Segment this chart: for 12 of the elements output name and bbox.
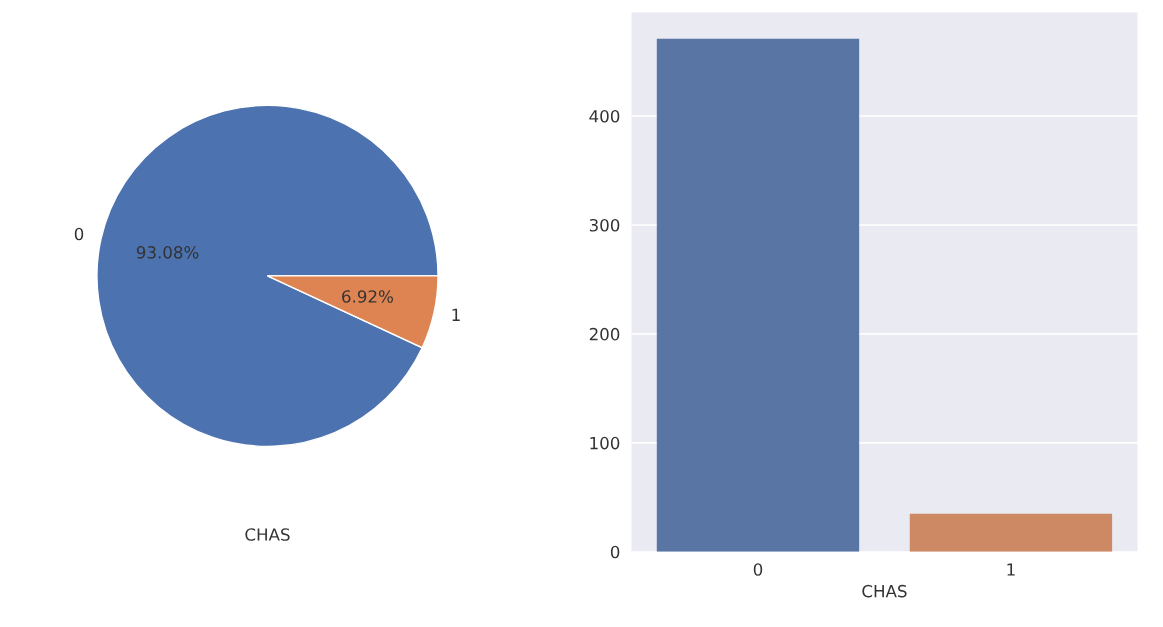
data-label: 93.08% (136, 246, 199, 259)
slice-label: 0 (74, 227, 84, 241)
pie-slice (96, 104, 439, 448)
data-label: 6.92% (342, 290, 393, 303)
text: CHAS (245, 528, 290, 541)
y-tick-label: 300 (589, 218, 620, 232)
y-tick-label: 400 (589, 109, 620, 123)
y-tick-label: 100 (590, 436, 620, 450)
y-tick-label: 200 (589, 327, 620, 341)
y-tick-label: 0 (610, 545, 620, 559)
x-axis-title: CHAS (862, 584, 907, 598)
slice-label: 1 (452, 308, 460, 321)
